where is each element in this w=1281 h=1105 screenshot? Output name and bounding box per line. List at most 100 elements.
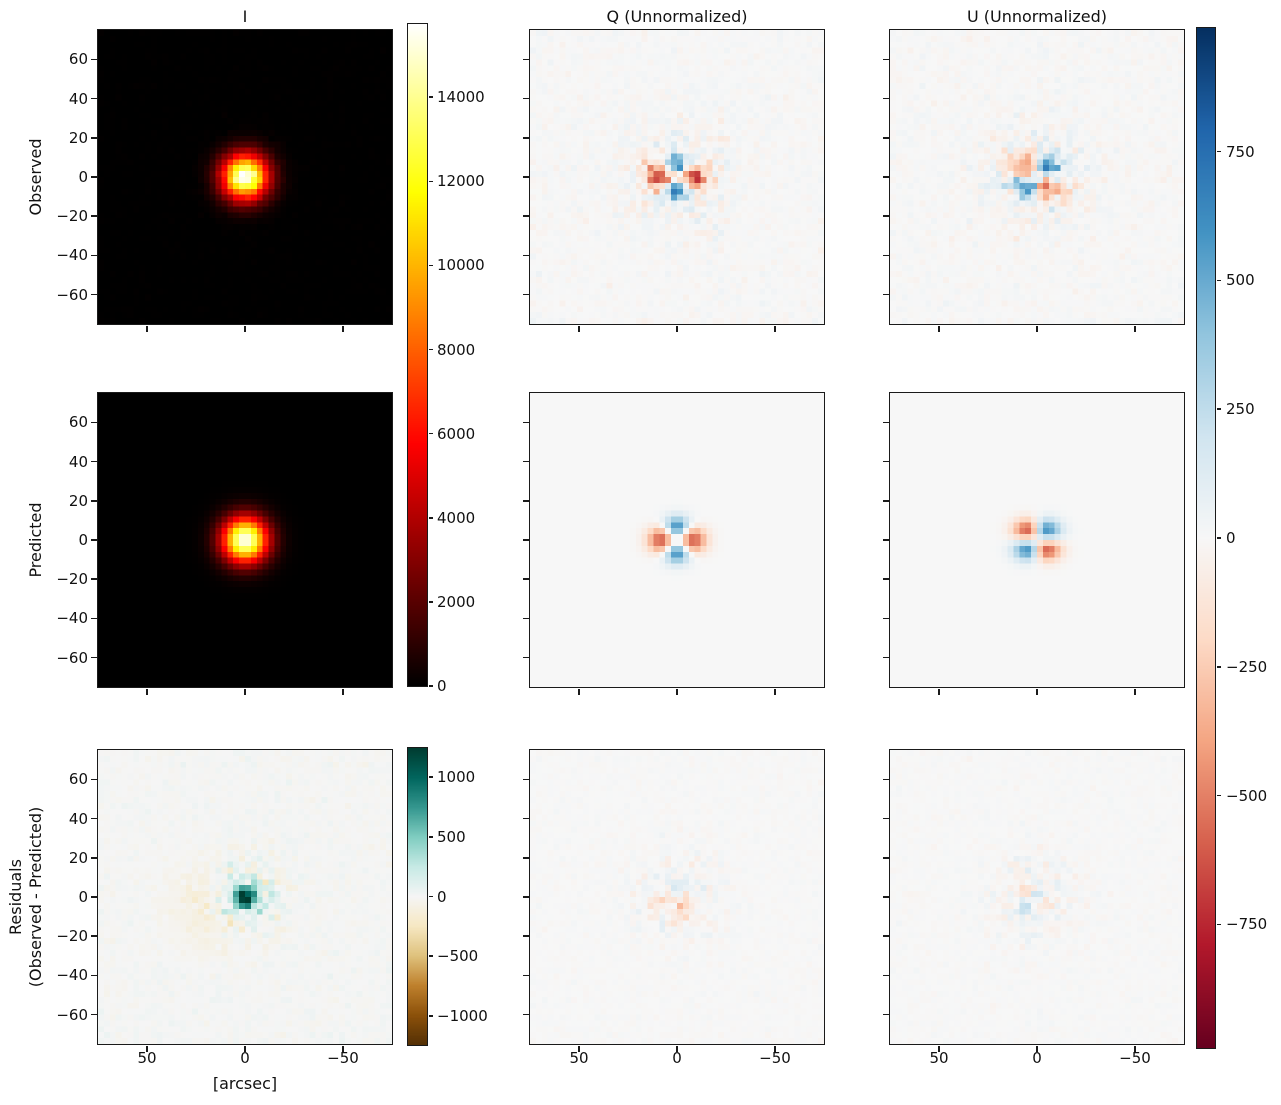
y-tick-mark — [90, 460, 97, 463]
y-tick-mark — [90, 58, 97, 61]
heatmap-canvas-residuals-i — [97, 749, 392, 1044]
colorbar-tick-label: 8000 — [437, 340, 476, 359]
colorbar-tick-mark — [428, 601, 433, 603]
y-tick-mark — [90, 176, 97, 178]
x-tick-mark — [146, 1045, 148, 1052]
y-tick-mark — [882, 137, 889, 139]
colorbar-tick-mark — [1216, 408, 1221, 410]
panel-observed-q — [528, 28, 825, 325]
y-tick-mark — [882, 421, 889, 424]
colorbar-tick-label: −750 — [1226, 915, 1268, 934]
panel-residuals-q — [528, 748, 825, 1045]
y-tick-mark — [882, 293, 889, 296]
colorbar-tick-label: 750 — [1226, 142, 1255, 161]
x-tick-mark — [1134, 688, 1136, 695]
y-tick-mark — [522, 137, 529, 139]
y-tick-mark — [522, 539, 529, 541]
heatmap-canvas-observed-u — [889, 29, 1184, 324]
y-tick-label: 60 — [68, 770, 88, 789]
y-tick-mark — [882, 656, 889, 659]
colorbar-tick-label: 250 — [1226, 400, 1255, 419]
y-tick-mark — [90, 97, 97, 100]
panel-residuals-u — [888, 748, 1185, 1045]
x-tick-mark — [938, 688, 940, 695]
y-tick-mark — [882, 460, 889, 463]
panel-observed-i — [96, 28, 393, 325]
y-tick-mark — [522, 896, 529, 898]
colorbar-tick-label: 10000 — [437, 256, 485, 275]
colorbar-tick-mark — [428, 264, 433, 267]
column-title-i: I — [242, 7, 248, 26]
y-tick-mark — [882, 254, 889, 257]
x-tick-mark — [146, 325, 148, 332]
heatmap-canvas-residuals-q — [529, 749, 824, 1044]
y-tick-mark — [90, 500, 97, 502]
y-tick-mark — [90, 935, 97, 937]
x-tick-label: 0 — [1032, 1049, 1042, 1067]
x-tick-mark — [774, 325, 776, 332]
colorbar-tick-mark — [428, 432, 433, 435]
colorbar-tick-label: 500 — [1226, 271, 1255, 290]
x-tick-mark — [676, 688, 678, 695]
x-tick-mark — [244, 688, 246, 695]
y-tick-mark — [90, 215, 97, 217]
y-tick-mark — [522, 617, 529, 620]
colorbar-tick-label: 6000 — [437, 424, 476, 443]
colorbar-tick-mark — [428, 96, 433, 98]
y-tick-label: 60 — [68, 413, 88, 432]
colorbar-tick-mark — [1216, 794, 1221, 797]
colorbar-tick-mark — [1216, 923, 1221, 926]
colorbar-tick-mark — [428, 895, 433, 898]
colorbar-tick-label: 500 — [437, 827, 466, 846]
colorbar-tick-label: 0 — [1226, 529, 1236, 547]
colorbar-tick-mark — [428, 955, 433, 957]
heatmap-canvas-observed-q — [529, 29, 824, 324]
y-tick-mark — [90, 293, 97, 296]
panel-predicted-i — [96, 391, 393, 688]
y-tick-mark — [90, 137, 97, 139]
colorbar-tick-label: 14000 — [437, 88, 485, 107]
colorbar-tick-label: 12000 — [437, 172, 485, 191]
x-tick-label: 50 — [569, 1049, 589, 1067]
x-tick-mark — [578, 1045, 580, 1052]
y-tick-mark — [90, 896, 97, 898]
colorbar-tick-mark — [1216, 279, 1221, 282]
column-title-u: U (Unnormalized) — [966, 7, 1108, 26]
heatmap-canvas-residuals-u — [889, 749, 1184, 1044]
x-tick-mark — [578, 688, 580, 695]
panel-predicted-q — [528, 391, 825, 688]
colorbar-intensity-gradient — [407, 23, 427, 686]
y-tick-label: −40 — [56, 609, 88, 628]
y-tick-mark — [522, 974, 529, 977]
y-tick-label: 40 — [68, 89, 88, 108]
y-tick-mark — [882, 58, 889, 61]
y-tick-mark — [90, 974, 97, 977]
y-tick-label: −20 — [56, 927, 88, 946]
y-tick-mark — [882, 97, 889, 100]
y-tick-label: 20 — [68, 128, 88, 147]
y-tick-mark — [882, 896, 889, 898]
colorbar-tick-mark — [428, 1015, 433, 1017]
y-tick-label: 20 — [68, 491, 88, 510]
y-tick-mark — [882, 215, 889, 217]
x-tick-mark — [676, 1045, 678, 1052]
x-tick-mark — [676, 325, 678, 332]
y-tick-mark — [522, 935, 529, 937]
y-tick-mark — [882, 500, 889, 502]
y-tick-mark — [522, 817, 529, 820]
y-tick-mark — [882, 974, 889, 977]
y-tick-label: −40 — [56, 966, 88, 985]
x-tick-mark — [938, 1045, 940, 1052]
colorbar-tick-label: 0 — [437, 887, 447, 906]
colorbar-tick-mark — [428, 517, 433, 519]
y-tick-mark — [882, 176, 889, 178]
colorbar-tick-label: −500 — [1226, 786, 1268, 805]
y-tick-label: −60 — [56, 648, 88, 667]
panel-residuals-i — [96, 748, 393, 1045]
x-tick-mark — [938, 325, 940, 332]
y-tick-label: 60 — [68, 50, 88, 69]
x-tick-label: 50 — [137, 1049, 157, 1067]
y-tick-mark — [882, 617, 889, 620]
heatmap-canvas-predicted-q — [529, 392, 824, 687]
